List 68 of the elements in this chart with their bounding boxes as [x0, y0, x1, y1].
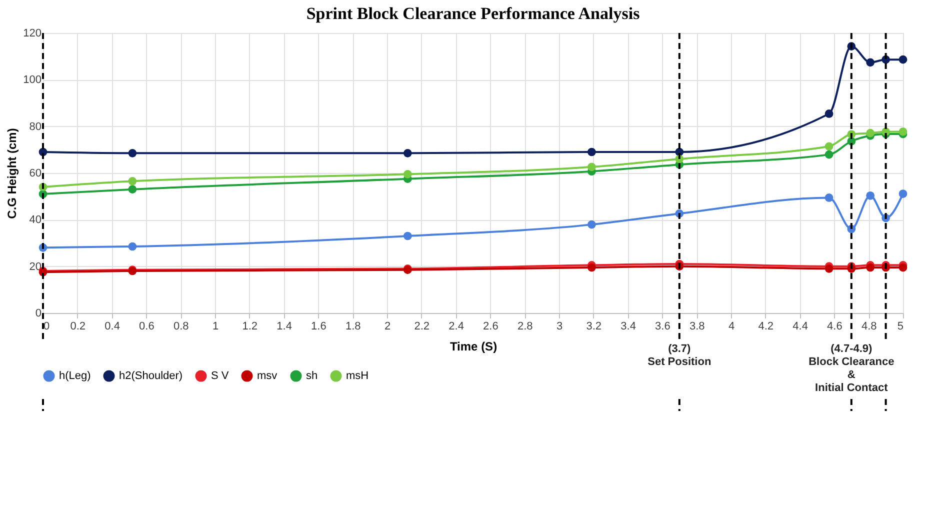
x-tick-label: 4.8	[861, 320, 877, 332]
y-tick-label: 20	[29, 260, 42, 273]
x-tick-label: 0.8	[173, 320, 189, 332]
x-tick-label: 3	[556, 320, 563, 332]
point	[866, 58, 875, 67]
x-tick-label: 1.4	[276, 320, 292, 332]
legend-label: h2(Shoulder)	[119, 370, 183, 382]
point	[824, 150, 834, 159]
x-tick-label: 4.4	[792, 320, 808, 332]
point	[866, 128, 875, 138]
x-tick-label: 3.4	[620, 320, 636, 332]
x-tick-label: 0.2	[70, 320, 86, 332]
y-tick-label: 80	[29, 120, 42, 133]
point	[898, 263, 908, 272]
x-tick-label: 0	[44, 320, 50, 332]
x-tick-label: 2.4	[448, 320, 464, 332]
point	[587, 148, 596, 156]
point	[898, 190, 908, 198]
x-tick-label: 2.8	[517, 320, 533, 332]
point	[403, 148, 412, 158]
legend-label: msH	[346, 370, 369, 382]
y-tick-label: 0	[35, 308, 42, 320]
point	[403, 232, 412, 240]
point	[128, 148, 137, 158]
x-tick-label: 1.6	[311, 320, 326, 332]
x-tick-label: 5	[897, 320, 904, 332]
point	[128, 242, 137, 251]
legend-label: sh	[306, 370, 318, 382]
point	[587, 263, 596, 272]
x-tick-label: 1.2	[242, 320, 258, 332]
x-tick-label: 4	[728, 320, 735, 332]
point	[587, 220, 596, 229]
x-tick-label: 2.6	[483, 320, 498, 332]
point	[824, 264, 834, 273]
point	[403, 170, 412, 178]
point	[898, 128, 908, 136]
point	[898, 55, 908, 64]
y-axis-title: C.G Height (cm)	[5, 128, 20, 219]
point	[128, 176, 137, 186]
legend-label: S V	[211, 370, 230, 382]
ref-line-label: (4.7-4.9) Block Clearance & Initial Contact	[808, 343, 894, 394]
point	[866, 191, 875, 200]
x-tick-label: 0.4	[104, 320, 120, 332]
y-tick-label: 120	[23, 28, 42, 40]
y-tick-label: 60	[29, 168, 42, 180]
legend-label: msv	[257, 370, 278, 382]
x-tick-label: 3.6	[655, 320, 670, 332]
ref-line-label: (3.7) Set Position	[648, 343, 712, 368]
x-axis-title: Time (S)	[450, 340, 498, 354]
y-tick-label: 40	[29, 214, 42, 226]
point	[824, 194, 834, 202]
point	[587, 162, 596, 172]
x-tick-label: 1.8	[345, 320, 361, 332]
legend-label: h(Leg)	[59, 370, 91, 382]
chart-title: Sprint Block Clearance Performance Analysis	[306, 4, 640, 23]
x-tick-label: 0.6	[139, 320, 154, 332]
x-tick-label: 4.6	[827, 320, 842, 332]
x-tick-label: 3.8	[689, 320, 705, 332]
x-tick-label: 1	[212, 320, 219, 332]
x-tick-label: 3.2	[586, 320, 602, 332]
x-tick-label: 2.2	[414, 320, 430, 332]
x-tick-label: 4.2	[758, 320, 774, 332]
point	[866, 263, 875, 272]
y-tick-label: 100	[23, 74, 42, 86]
x-tick-label: 2	[384, 320, 391, 332]
point	[824, 110, 834, 118]
point	[824, 142, 834, 151]
point	[128, 185, 137, 194]
